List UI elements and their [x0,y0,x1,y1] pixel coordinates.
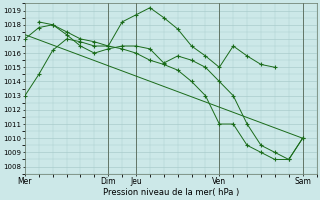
X-axis label: Pression niveau de la mer( hPa ): Pression niveau de la mer( hPa ) [103,188,239,197]
